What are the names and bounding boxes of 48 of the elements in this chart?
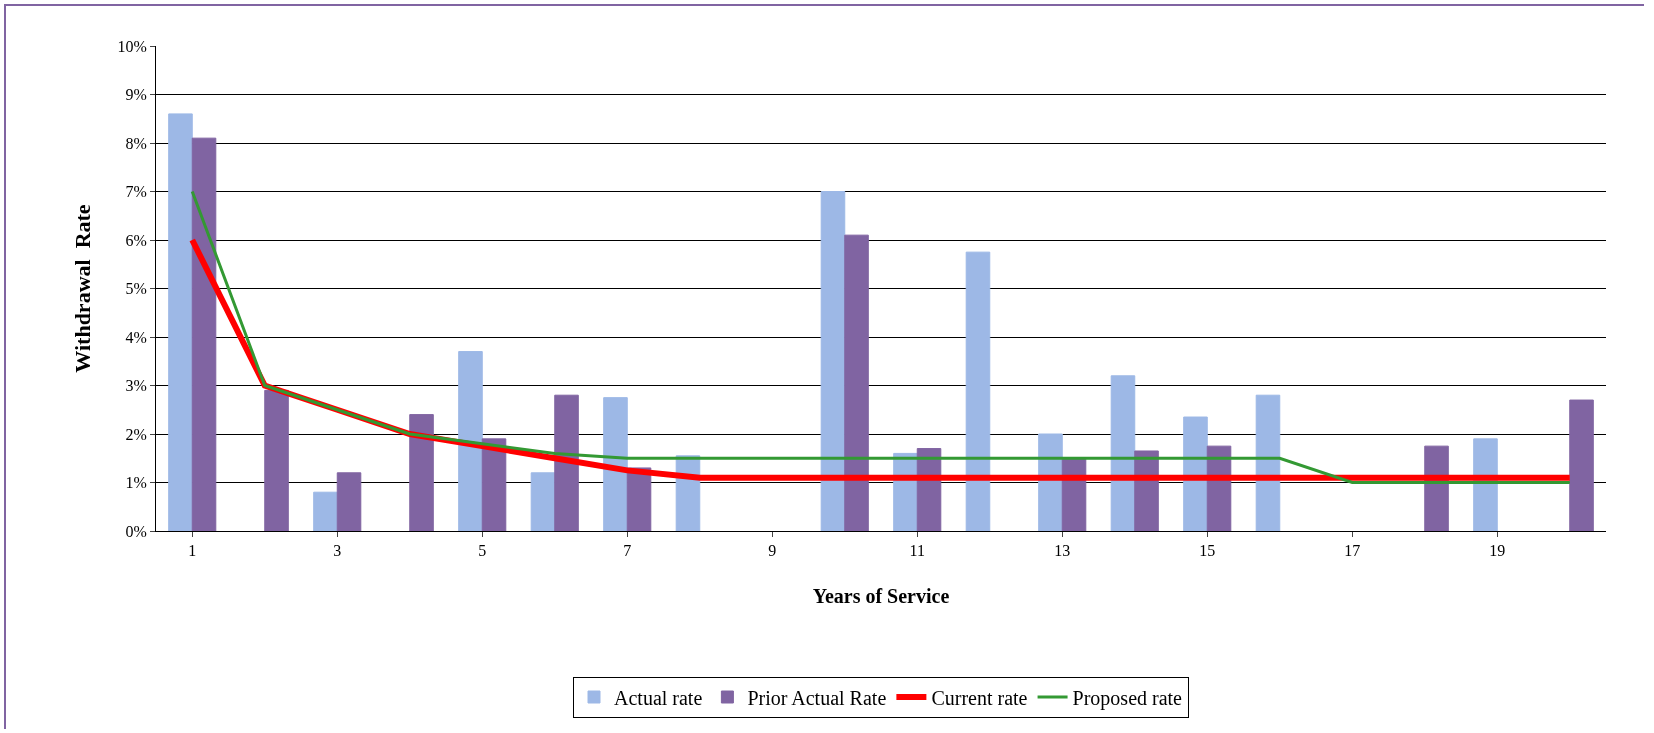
x-axis-title: Years of Service <box>812 584 950 607</box>
bar <box>409 414 434 531</box>
y-axis-title: Withdrawal Rate <box>70 204 96 373</box>
bar <box>1110 375 1136 531</box>
legend-label: Current rate <box>931 686 1028 709</box>
bar <box>1255 394 1281 531</box>
x-tick-label: 13 <box>1054 542 1071 560</box>
bar <box>191 137 217 531</box>
y-tick-label: 2% <box>125 425 147 443</box>
bar <box>1183 416 1208 531</box>
x-tick-label: 17 <box>1344 542 1361 560</box>
y-tick-label: 6% <box>125 231 147 249</box>
x-tick-label: 11 <box>909 542 925 560</box>
line-series <box>190 190 1572 484</box>
legend-label: Proposed rate <box>1072 686 1183 710</box>
bar <box>336 472 362 531</box>
y-tick-label: 7% <box>125 183 147 201</box>
x-tick-label: 3 <box>333 542 342 560</box>
x-tick-label: 15 <box>1199 542 1216 560</box>
y-tick-label: 8% <box>125 134 147 152</box>
bar <box>820 191 846 531</box>
bar <box>844 234 869 531</box>
bar <box>168 113 193 531</box>
x-tick-label: 5 <box>478 542 487 560</box>
bar <box>264 389 289 531</box>
x-tick-label: 1 <box>188 542 197 560</box>
bar <box>603 397 628 531</box>
bar <box>530 472 556 531</box>
legend-label: Prior Actual Rate <box>747 686 887 709</box>
x-tick-label: 7 <box>623 542 632 560</box>
y-tick-label: 3% <box>125 377 147 395</box>
y-tick-label: 10% <box>117 37 147 55</box>
bar <box>1473 438 1498 531</box>
y-tick-label: 5% <box>125 280 147 298</box>
bar <box>313 491 338 531</box>
y-tick-label: 4% <box>125 328 147 346</box>
bar <box>554 394 579 531</box>
x-tick-label: 9 <box>768 542 777 560</box>
bar <box>1424 445 1449 531</box>
y-tick-label: 0% <box>125 522 147 540</box>
y-tick-label: 1% <box>125 474 147 492</box>
x-tick-label: 19 <box>1489 542 1506 560</box>
bar <box>965 251 991 531</box>
y-tick-label: 9% <box>125 86 147 104</box>
legend-label: Actual rate <box>614 686 703 709</box>
bar <box>1569 399 1594 531</box>
bar <box>481 438 507 531</box>
bar <box>458 351 483 531</box>
